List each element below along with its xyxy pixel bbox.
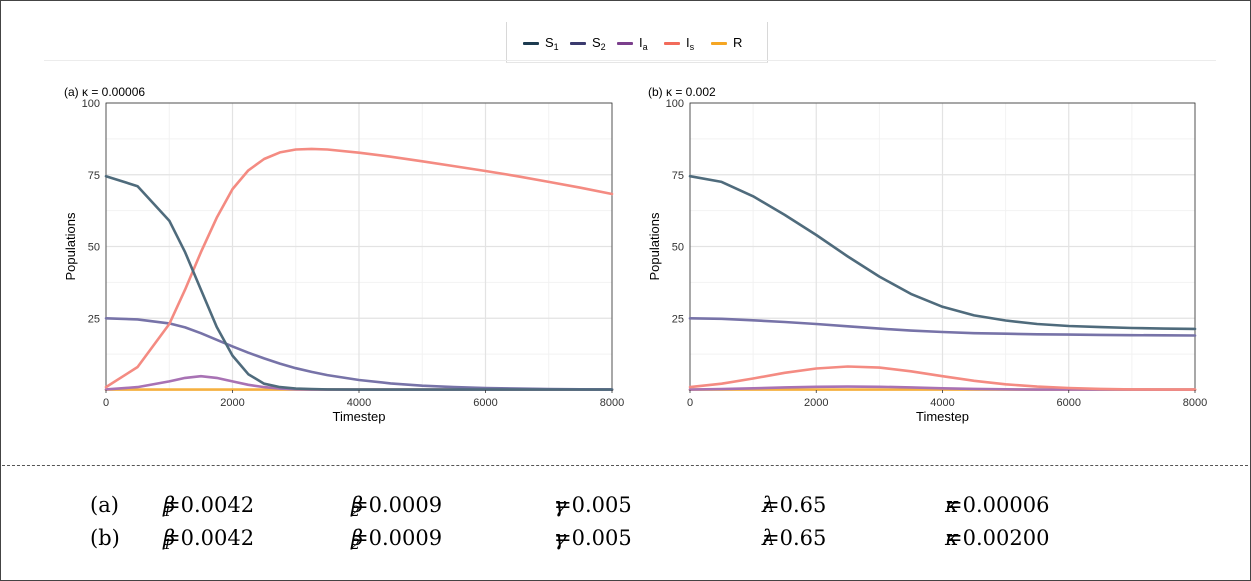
x-tick-label: 4000 [930,397,954,409]
x-tick-label: 2000 [220,397,244,409]
legend-swatch-s1 [523,42,539,45]
beta-symbol: β [351,493,364,517]
series-line-s1 [688,174,1197,331]
beta1-subscript: 1 [163,504,172,520]
params-row-b: (b) β 1 =0.0042 β 2 =0.0009 γ =0.005 λ =0.65 κ… [0,526,1200,556]
legend-label-r: R [733,35,743,50]
y-tick-label: 50 [88,242,100,254]
beta-symbol: β [351,526,364,550]
params-row-label: (b) [90,526,120,550]
params-row-a: (a) β 1 =0.0042 β 2 =0.0009 γ =0.005 λ =0.65 κ… [0,493,1200,523]
y-tick-label: 25 [88,313,100,325]
legend-sub-ia: a [642,42,648,52]
series-line-s2 [104,316,614,391]
panel-title: (a) κ = 0.00006 [64,85,145,99]
gamma-symbol: γ [554,493,567,517]
chart-panel-b: 0 2000 4000 6000 8000 25 50 75 100 Timestep Popula… [647,85,1207,424]
y-tick-label: 100 [666,98,684,110]
beta2-value: =0.0009 [351,526,443,550]
charts-svg: 0 2000 4000 6000 8000 25 50 75 100 Timestep Popula… [63,85,1207,424]
series-line-s2 [688,316,1197,337]
kappa-value: =0.00006 [945,493,1050,517]
beta1-subscript: 1 [163,537,172,553]
lambda-symbol: λ [762,493,776,517]
y-tick-label: 75 [672,170,684,182]
series-line-is [688,365,1197,391]
legend-box [506,22,768,63]
x-tick-label: 4000 [347,397,371,409]
legend-label-s2: S [592,35,601,50]
gamma-value: =0.005 [554,526,632,550]
kappa-symbol: κ [945,526,959,550]
y-tick-label: 100 [82,98,100,110]
legend-label-ia: I [639,35,643,50]
lambda-symbol: λ [762,526,776,550]
kappa-value: =0.00200 [945,526,1050,550]
beta2-subscript: 2 [351,537,360,553]
chart-panel-a: 0 2000 4000 6000 8000 25 50 75 100 Timestep Popula… [63,85,624,424]
x-tick-label: 8000 [600,397,624,409]
beta2-value: =0.0009 [351,493,443,517]
legend-sub-s2: 2 [600,42,606,52]
gamma-value: =0.005 [554,493,632,517]
kappa-symbol: κ [945,493,959,517]
x-tick-label: 2000 [804,397,828,409]
legend-label-is: I [686,35,690,50]
beta1-value: =0.0042 [163,526,255,550]
series-line-s1 [104,174,614,391]
x-tick-label: 6000 [1057,397,1081,409]
y-axis-title: Populations [647,212,662,280]
beta-symbol: β [163,526,176,550]
legend-swatch-ia [617,42,633,45]
legend-divider [44,60,1216,61]
y-tick-label: 75 [88,170,100,182]
y-tick-label: 50 [672,242,684,254]
params-row-label: (a) [90,493,119,517]
beta2-subscript: 2 [351,504,360,520]
legend-swatch-s2 [570,42,586,45]
legend-sub-s1: 1 [553,42,559,52]
gamma-symbol: γ [554,526,567,550]
x-tick-label: 6000 [473,397,497,409]
y-axis-title: Populations [63,212,78,280]
x-axis-title: Timestep [333,409,386,424]
x-tick-label: 8000 [1183,397,1207,409]
beta1-value: =0.0042 [163,493,255,517]
x-tick-label: 0 [103,397,109,409]
legend-swatch-is [664,42,680,45]
legend-swatch-r [711,42,727,45]
panel-title: (b) κ = 0.002 [648,85,716,99]
y-tick-label: 25 [672,313,684,325]
lambda-value: =0.65 [762,526,827,550]
lambda-value: =0.65 [762,493,827,517]
x-tick-label: 0 [687,397,693,409]
legend-label-s1: S [545,35,554,50]
x-axis-title: Timestep [916,409,969,424]
beta-symbol: β [163,493,176,517]
legend-sub-is: s [689,42,695,52]
dashed-divider [2,465,1248,466]
